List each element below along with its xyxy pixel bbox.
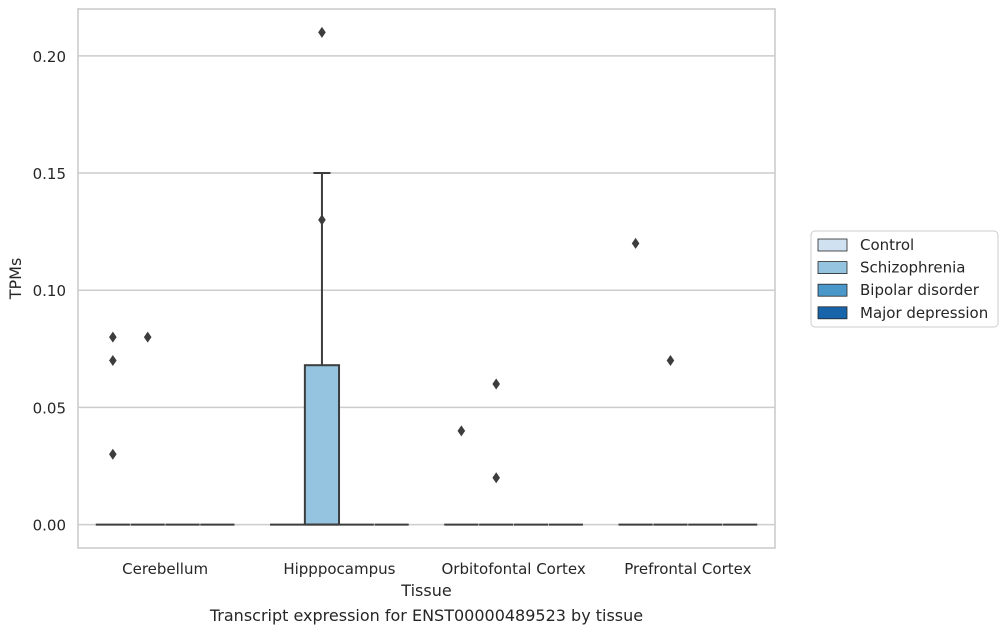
- x-tick-label: Prefrontal Cortex: [624, 560, 751, 578]
- legend-swatch: [817, 306, 848, 320]
- box-schizophrenia: [479, 378, 514, 526]
- legend-swatch: [817, 238, 848, 252]
- legend-frame: [810, 230, 999, 328]
- y-tick-label: 0.00: [33, 517, 66, 535]
- y-tick-label: 0.20: [33, 48, 66, 66]
- outlier-point: [457, 425, 466, 437]
- legend-label: Major depression: [860, 304, 988, 322]
- outlier-point: [492, 378, 500, 390]
- boxes-layer: [95, 26, 758, 526]
- box-control: [444, 425, 479, 526]
- outlier-point: [143, 331, 152, 343]
- outlier-point: [109, 448, 117, 460]
- y-axis-label: TPMs: [6, 258, 25, 301]
- figure-caption: Transcript expression for ENST0000048952…: [209, 606, 644, 625]
- y-tick-label: 0.05: [33, 399, 66, 417]
- box-schizophrenia: [130, 331, 165, 526]
- outlier-point: [109, 355, 117, 367]
- outlier-point: [631, 237, 640, 249]
- box-control: [618, 237, 653, 526]
- legend-swatch: [817, 261, 848, 275]
- x-tick-label: Orbitofontal Cortex: [442, 560, 586, 578]
- outlier-point: [666, 355, 675, 367]
- x-tick-labels: Cerebellum Hipppocampus Orbitofontal Corte…: [122, 560, 751, 578]
- outlier-point: [492, 472, 500, 484]
- legend-label: Control: [860, 236, 914, 254]
- x-tick-label: Hipppocampus: [283, 560, 395, 578]
- plot-frame: [77, 8, 776, 549]
- legend: Control Schizophrenia Bipolar disorder Majo…: [810, 230, 999, 328]
- outlier-point: [318, 214, 326, 226]
- y-tick-labels: 0.00 0.05 0.10 0.15 0.20: [33, 48, 66, 535]
- outlier-point: [109, 331, 117, 343]
- legend-swatch: [817, 283, 848, 297]
- box-schizophrenia: [303, 26, 341, 526]
- box-control: [95, 331, 130, 526]
- box-body: [303, 364, 341, 526]
- x-axis-label: Tissue: [400, 581, 451, 600]
- outlier-point: [318, 26, 326, 38]
- x-tick-label: Cerebellum: [122, 560, 208, 578]
- grid-layer: [78, 55, 775, 526]
- y-tick-label: 0.15: [33, 165, 66, 183]
- box-schizophrenia: [653, 355, 688, 526]
- legend-label: Bipolar disorder: [860, 281, 980, 299]
- y-tick-label: 0.10: [33, 282, 66, 300]
- legend-label: Schizophrenia: [860, 259, 965, 277]
